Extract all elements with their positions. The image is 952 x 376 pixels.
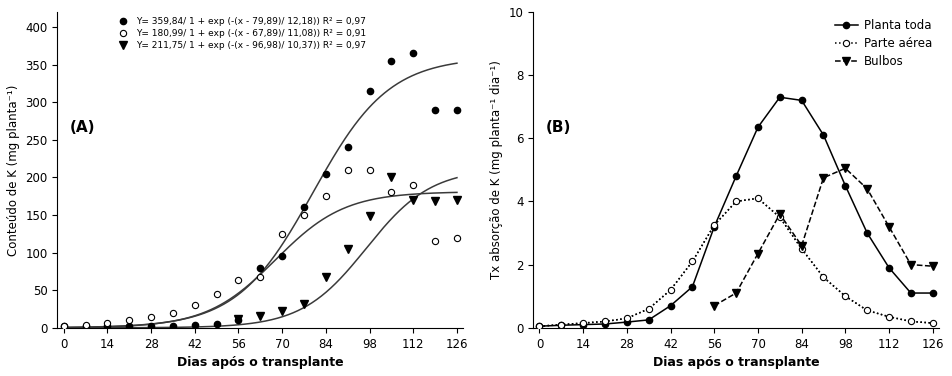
Y-axis label: Tx absorção de K (mg planta⁻¹ dia⁻¹): Tx absorção de K (mg planta⁻¹ dia⁻¹) xyxy=(490,61,503,279)
Text: (B): (B) xyxy=(545,120,571,135)
X-axis label: Dias após o transplante: Dias após o transplante xyxy=(177,356,344,369)
Legend: Y= 359,84/ 1 + exp (-(x - 79,89)/ 12,18)) R² = 0,97, Y= 180,99/ 1 + exp (-(x - 6: Y= 359,84/ 1 + exp (-(x - 79,89)/ 12,18)… xyxy=(110,13,369,54)
Legend: Planta toda, Parte aérea, Bulbos: Planta toda, Parte aérea, Bulbos xyxy=(830,15,937,73)
X-axis label: Dias após o transplante: Dias após o transplante xyxy=(653,356,820,369)
Y-axis label: Conteúdo de K (mg planta⁻¹): Conteúdo de K (mg planta⁻¹) xyxy=(7,84,20,256)
Text: (A): (A) xyxy=(69,120,95,135)
